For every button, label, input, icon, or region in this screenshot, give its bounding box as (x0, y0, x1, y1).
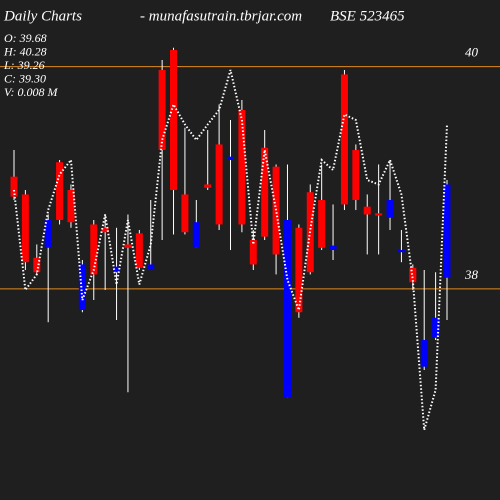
info-label: H: 40.28 (3, 44, 47, 58)
symbol: BSE 523465 (330, 8, 405, 24)
candle-body (386, 200, 394, 218)
candle-body (215, 144, 223, 225)
candle-body (124, 244, 132, 248)
candle-body (21, 194, 29, 263)
candle-body (432, 317, 440, 338)
candle-body (158, 70, 166, 150)
candle-body (33, 257, 41, 273)
candle-body (352, 150, 360, 200)
info-label: V: 0.008 M (4, 85, 59, 99)
candle-body (261, 147, 269, 237)
info-label: L: 39.26 (3, 58, 45, 72)
candle-body (272, 166, 280, 255)
candle-body (170, 50, 178, 190)
candle-body (420, 340, 428, 367)
candle-body (192, 222, 200, 248)
chart-subtitle: - munafasutrain.tbrjar.com (140, 8, 302, 24)
price-line (13, 69, 448, 431)
candle-body (283, 220, 291, 398)
candle-body (238, 110, 246, 225)
ohlcv-info: O: 39.68H: 40.28L: 39.26C: 39.30V: 0.008… (3, 31, 59, 99)
chart-title: Daily Charts (3, 8, 82, 24)
candle-body (318, 200, 326, 248)
candle-body (375, 213, 383, 216)
candle-body (147, 264, 155, 270)
candle-body (56, 162, 64, 220)
candle-body (135, 233, 143, 268)
candle-body (397, 250, 405, 253)
candle-body (90, 224, 98, 275)
candle-body (340, 74, 348, 205)
candle-body (249, 240, 257, 265)
candle-body (10, 176, 18, 197)
candle-body (78, 264, 86, 310)
candle-body (329, 245, 337, 250)
candle-body (181, 194, 189, 233)
candle-body (67, 190, 75, 223)
plot-area (0, 47, 500, 431)
candle-body (409, 267, 417, 283)
candle-body (363, 206, 371, 215)
candle-body (295, 227, 303, 313)
candle-body (443, 184, 451, 278)
candle-body (204, 184, 212, 188)
candle-body (113, 266, 121, 273)
info-label: O: 39.68 (4, 31, 47, 45)
candle-body (227, 156, 234, 160)
info-label: C: 39.30 (4, 71, 46, 85)
y-tick-label: 40 (465, 45, 479, 60)
y-tick-label: 38 (464, 267, 479, 282)
candle-body (44, 220, 52, 248)
candle-body (101, 227, 109, 233)
